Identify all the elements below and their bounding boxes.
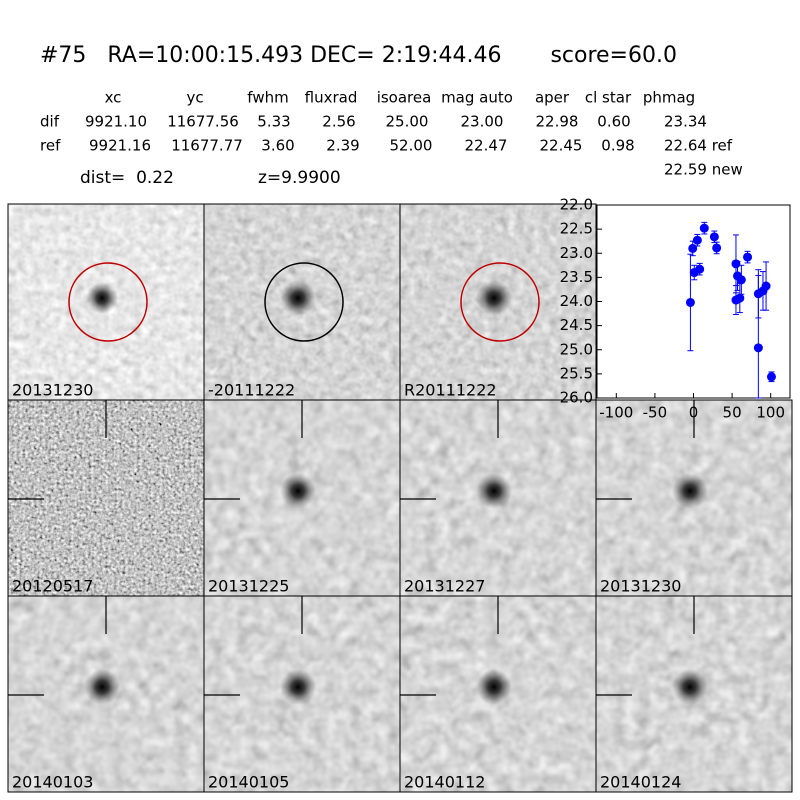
data-point (766, 372, 776, 382)
table-cell: 2.39 (326, 137, 359, 155)
data-point (695, 264, 705, 274)
source (84, 669, 120, 705)
row-label: dif (40, 113, 60, 131)
stamp-label: 20140105 (208, 773, 289, 792)
table-cell: 52.00 (390, 137, 433, 155)
source (280, 669, 316, 705)
stamp-label: -20111222 (208, 381, 295, 400)
source (672, 473, 708, 509)
y-tick-label: 22.5 (560, 220, 593, 238)
y-tick-label: 23.0 (560, 244, 593, 262)
table-cell: 2.56 (322, 113, 355, 131)
data-point (753, 343, 763, 353)
aperture-circle (264, 262, 344, 342)
column-header: yc (186, 89, 203, 107)
source (280, 473, 316, 509)
stamp-label: 20120517 (12, 577, 93, 596)
table-cell: 9921.10 (85, 113, 147, 131)
x-tick-label: 50 (723, 404, 742, 422)
table-cell: 9921.16 (89, 137, 151, 155)
dist: dist= 0.22 (80, 168, 174, 188)
table-cell: 0.98 (601, 137, 634, 155)
stamp-label: 20140112 (404, 773, 485, 792)
x-tick-label: 0 (689, 404, 699, 422)
column-header: phmag (643, 89, 695, 107)
column-header: aper (535, 89, 570, 107)
z-value: z=9.9900 (258, 168, 341, 188)
data-point (692, 235, 702, 245)
source (672, 669, 708, 705)
stamp-label: 20140124 (600, 773, 681, 792)
stamp-label: R20111222 (404, 381, 497, 400)
x-tick-label: -50 (643, 404, 668, 422)
data-point (685, 297, 695, 307)
stamp-label: 20131225 (208, 577, 289, 596)
y-tick-label: 22.0 (560, 196, 593, 214)
column-header: fluxrad (305, 89, 358, 107)
table-cell: 22.98 (536, 113, 579, 131)
data-point (735, 293, 745, 303)
x-tick-label: 100 (756, 404, 785, 422)
data-point (688, 243, 698, 253)
table-cell: 22.64 ref (664, 137, 733, 155)
table-cell: 0.60 (597, 113, 630, 131)
column-header: cl star (585, 89, 632, 107)
table-cell: 11677.56 (167, 113, 239, 131)
y-tick-label: 25.0 (560, 340, 593, 358)
title: #75 RA=10:00:15.493 DEC= 2:19:44.46 scor… (40, 43, 677, 68)
table-cell: 3.60 (261, 137, 294, 155)
data-point (712, 243, 722, 253)
data-point (736, 275, 746, 285)
table-cell: 11677.77 (171, 137, 243, 155)
table-cell: 23.00 (461, 113, 504, 131)
stamp-label: 20131230 (12, 381, 93, 400)
stamp-label: 20131227 (404, 577, 485, 596)
y-tick-label: 24.0 (560, 292, 593, 310)
stamp-label: 20131230 (600, 577, 681, 596)
table-cell: 5.33 (257, 113, 290, 131)
source (476, 669, 512, 705)
source (476, 473, 512, 509)
stamp-border (595, 595, 793, 793)
source (280, 280, 316, 316)
column-header: fwhm (247, 89, 288, 107)
aperture-circle (68, 262, 148, 342)
aperture-circle (460, 262, 540, 342)
data-point (709, 232, 719, 242)
y-tick-label: 23.5 (560, 268, 593, 286)
data-point (743, 252, 753, 262)
source (476, 280, 512, 316)
column-header: mag auto (441, 89, 513, 107)
data-point (761, 281, 771, 291)
y-tick-label: 25.5 (560, 364, 593, 382)
table-cell: 22.45 (540, 137, 583, 155)
table-cell: 23.34 (664, 113, 707, 131)
y-tick-label: 26.0 (560, 389, 593, 407)
column-header: isoarea (377, 89, 432, 107)
column-header: xc (105, 89, 122, 107)
y-tick-label: 24.5 (560, 316, 593, 334)
x-tick-label: -100 (599, 404, 633, 422)
new-mag: 22.59 new (664, 161, 743, 179)
table-cell: 22.47 (465, 137, 508, 155)
data-point (699, 223, 709, 233)
source (86, 282, 118, 314)
row-label: ref (40, 137, 61, 155)
data-point (731, 259, 741, 269)
stamp-label: 20140103 (12, 773, 93, 792)
table-cell: 25.00 (386, 113, 429, 131)
